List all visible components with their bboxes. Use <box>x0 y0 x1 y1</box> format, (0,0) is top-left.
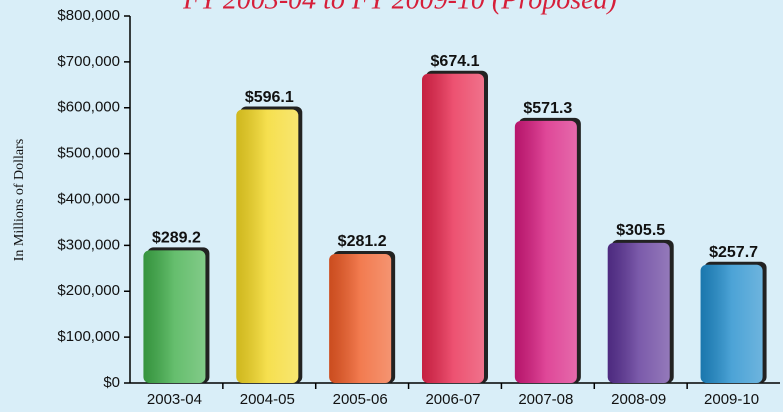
y-tick-label: $300,000 <box>57 236 120 253</box>
bar-shine <box>700 264 763 383</box>
y-tick-label: $100,000 <box>57 328 120 345</box>
data-label: $257.7 <box>709 244 758 261</box>
y-tick-label: $0 <box>103 374 120 391</box>
bar-shine <box>143 250 206 383</box>
data-label: $305.5 <box>616 222 665 239</box>
x-tick-label: 2007-08 <box>518 391 573 408</box>
x-tick-label: 2003-04 <box>147 391 202 408</box>
x-tick-label: 2006-07 <box>425 391 480 408</box>
bar-shine <box>236 109 299 383</box>
y-tick-label: $500,000 <box>57 145 120 162</box>
y-tick-label: $200,000 <box>57 282 120 299</box>
y-tick-label: $800,000 <box>57 7 120 24</box>
y-axis-label: In Millions of Dollars <box>12 139 27 262</box>
y-tick-label: $400,000 <box>57 190 120 207</box>
x-tick-label: 2004-05 <box>240 391 295 408</box>
x-tick-label: 2005-06 <box>333 391 388 408</box>
data-label: $289.2 <box>152 230 201 247</box>
bar-shine <box>329 253 392 383</box>
bar-shine <box>607 242 670 383</box>
bar-shine <box>422 73 484 383</box>
x-tick-label: 2009-10 <box>704 391 759 408</box>
data-label: $281.2 <box>338 233 387 250</box>
x-tick-label: 2008-09 <box>611 391 666 408</box>
chart-title: FY 2003-04 to FY 2009-10 (Proposed) <box>182 0 617 15</box>
data-label: $674.1 <box>431 53 480 70</box>
bar-shine <box>514 120 577 383</box>
y-tick-label: $700,000 <box>57 53 120 70</box>
data-label: $596.1 <box>245 89 294 106</box>
data-label: $571.3 <box>523 100 572 117</box>
y-tick-label: $600,000 <box>57 99 120 116</box>
